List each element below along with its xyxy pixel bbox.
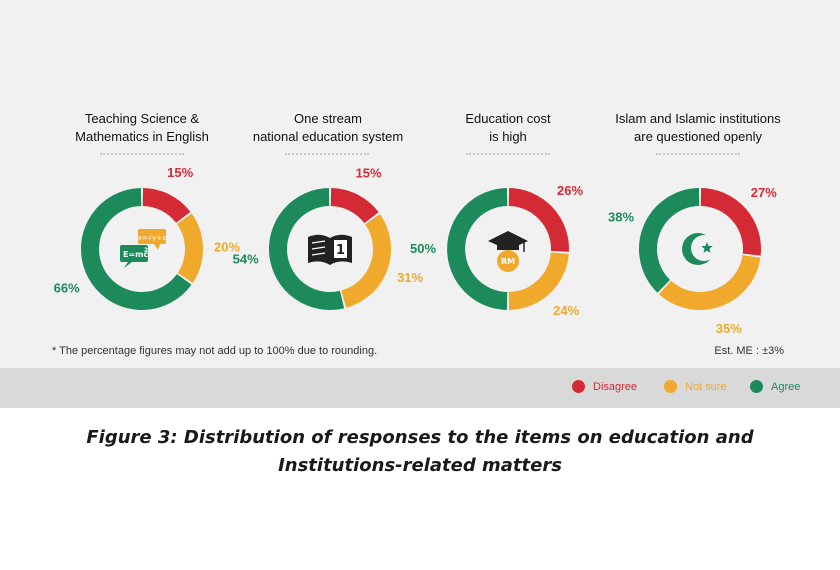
book-left-page bbox=[308, 234, 330, 265]
donut-segment-not-sure bbox=[341, 214, 391, 308]
formula-text: E=mc bbox=[123, 250, 149, 259]
donut-charts: 15% 20% 66% x=√y+x E=mc2 15% 31% 54% 1 26% 24% 50% R… bbox=[54, 165, 778, 336]
book-number-box bbox=[334, 240, 347, 258]
formula-superscript: 2 bbox=[144, 247, 148, 254]
rounding-footnote: * The percentage figures may not add up … bbox=[52, 345, 378, 357]
crescent-star-icon bbox=[682, 233, 717, 265]
book-number: 1 bbox=[336, 243, 345, 258]
donut-segment-not-sure bbox=[659, 254, 761, 310]
title-divider bbox=[100, 153, 184, 155]
chart-title-line: are questioned openly bbox=[634, 129, 762, 144]
data-label-not-sure: 35% bbox=[716, 321, 742, 336]
data-label-agree: 66% bbox=[54, 280, 80, 295]
caption-line: Figure 3: Distribution of responses to t… bbox=[86, 427, 754, 448]
formula-text: x=√y+x bbox=[138, 234, 167, 242]
donut-segment-agree bbox=[639, 188, 700, 293]
data-label-disagree: 26% bbox=[557, 183, 583, 198]
chart-title-1: Teaching Science & Mathematics in Englis… bbox=[47, 110, 237, 146]
chart-title-line: Education cost bbox=[465, 111, 551, 126]
legend: Disagree Not sure Agree bbox=[0, 368, 840, 408]
donut-segment-disagree bbox=[142, 188, 191, 224]
title-divider bbox=[656, 153, 740, 155]
currency-text: RM bbox=[501, 257, 515, 266]
chat-bubble-shape bbox=[120, 245, 148, 262]
agree-swatch bbox=[750, 380, 763, 393]
donut-chart-2: 15% 31% 54% 1 bbox=[233, 165, 423, 310]
data-label-agree: 54% bbox=[233, 252, 259, 267]
chat-bubble-tail bbox=[124, 262, 132, 268]
chart-title-line: Islam and Islamic institutions bbox=[615, 111, 781, 126]
donut-segment-disagree bbox=[330, 188, 379, 224]
title-divider bbox=[285, 153, 369, 155]
data-label-disagree: 27% bbox=[751, 185, 777, 200]
chat-bubble-tail bbox=[154, 244, 160, 250]
data-label-agree: 38% bbox=[608, 210, 634, 225]
legend-item-not-sure: Not sure bbox=[664, 380, 727, 393]
disagree-swatch bbox=[572, 380, 585, 393]
book-text-line bbox=[311, 240, 326, 244]
data-label-not-sure: 31% bbox=[397, 270, 423, 285]
graduation-cap-coin-icon: RM bbox=[488, 231, 528, 272]
legend-label: Agree bbox=[771, 380, 801, 393]
donut-segment-agree bbox=[447, 188, 508, 310]
book-text-line bbox=[311, 246, 326, 250]
star-shape bbox=[701, 242, 713, 253]
book-text-line bbox=[311, 252, 326, 256]
donut-segment-agree bbox=[81, 188, 192, 310]
legend-item-agree: Agree bbox=[750, 380, 800, 393]
data-label-disagree: 15% bbox=[167, 165, 193, 180]
infographic-panel: Teaching Science & Mathematics in Englis… bbox=[0, 0, 840, 408]
chart-title-4: Islam and Islamic institutions are quest… bbox=[603, 110, 793, 146]
coin bbox=[497, 250, 519, 272]
figure-caption: Figure 3: Distribution of responses to t… bbox=[0, 424, 840, 480]
legend-label: Disagree bbox=[593, 380, 638, 393]
open-book-icon: 1 bbox=[308, 234, 352, 265]
donut-chart-4: 27% 35% 38% bbox=[608, 185, 777, 336]
donut-chart-1: 15% 20% 66% x=√y+x E=mc2 bbox=[54, 165, 240, 310]
not-sure-swatch bbox=[664, 380, 677, 393]
donut-segment-disagree bbox=[700, 188, 761, 256]
chart-title-line: Mathematics in English bbox=[75, 129, 209, 144]
math-formula-chat-icon: x=√y+x E=mc2 bbox=[120, 229, 166, 268]
data-label-not-sure: 24% bbox=[553, 303, 579, 318]
chart-title-line: is high bbox=[489, 129, 527, 144]
chat-bubble-shape bbox=[138, 229, 166, 244]
donut-segment-not-sure bbox=[176, 213, 203, 283]
cap-band bbox=[497, 243, 519, 250]
donut-segment-agree bbox=[268, 188, 345, 310]
data-label-disagree: 15% bbox=[356, 165, 382, 180]
data-label-agree: 50% bbox=[410, 241, 436, 256]
chart-title-line: One stream bbox=[294, 111, 362, 126]
donut-chart-3: 26% 24% 50% RM bbox=[410, 183, 583, 318]
chart-title-2: One stream national education system bbox=[233, 110, 423, 146]
legend-item-disagree: Disagree bbox=[572, 380, 637, 393]
data-label-not-sure: 20% bbox=[214, 240, 240, 255]
donut-segment-not-sure bbox=[508, 252, 569, 310]
chart-title-line: national education system bbox=[252, 129, 404, 144]
donut-segment-disagree bbox=[508, 188, 569, 252]
chart-title-line: Teaching Science & bbox=[84, 111, 200, 126]
caption-line: Institutions-related matters bbox=[278, 455, 562, 476]
title-divider bbox=[466, 153, 550, 155]
legend-label: Not sure bbox=[685, 380, 727, 393]
margin-of-error: Est. ME : ±3% bbox=[714, 345, 784, 357]
chart-title-3: Education cost is high bbox=[413, 110, 603, 146]
